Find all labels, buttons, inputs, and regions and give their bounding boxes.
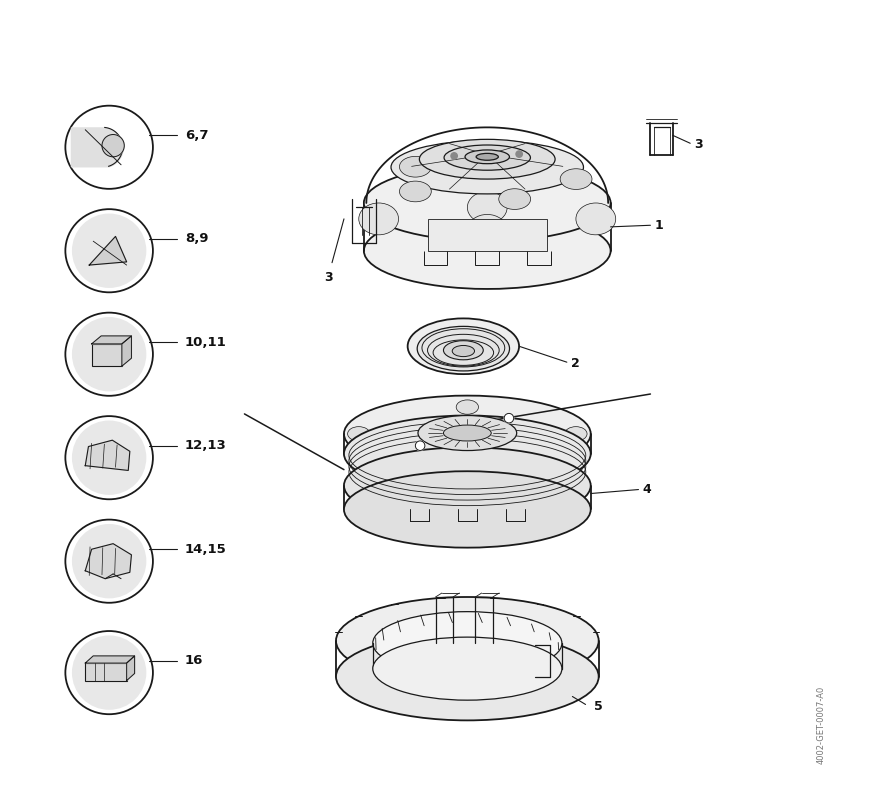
Ellipse shape [65,631,153,714]
Polygon shape [122,336,132,366]
Ellipse shape [364,213,611,289]
Polygon shape [85,656,135,663]
Ellipse shape [476,154,498,160]
Ellipse shape [468,192,507,224]
Ellipse shape [456,400,478,414]
Ellipse shape [348,427,370,441]
Ellipse shape [452,345,475,357]
Text: 3: 3 [324,271,333,283]
Polygon shape [428,219,547,251]
Circle shape [102,135,125,157]
Ellipse shape [465,150,510,164]
Ellipse shape [72,213,146,288]
Polygon shape [126,656,135,681]
Ellipse shape [560,169,592,189]
Ellipse shape [336,597,598,685]
Polygon shape [89,236,126,265]
Ellipse shape [65,520,153,603]
Ellipse shape [65,209,153,292]
Ellipse shape [65,106,153,189]
Ellipse shape [443,341,483,360]
Ellipse shape [443,425,491,441]
Polygon shape [85,544,132,579]
Ellipse shape [408,318,519,374]
Text: 5: 5 [593,700,602,713]
Ellipse shape [72,317,146,392]
Circle shape [451,153,457,159]
Ellipse shape [391,140,584,194]
Ellipse shape [400,181,431,202]
Ellipse shape [72,420,146,495]
FancyBboxPatch shape [91,344,122,366]
Ellipse shape [373,611,562,675]
Polygon shape [91,336,132,344]
Text: 1: 1 [654,219,663,232]
Ellipse shape [576,203,616,235]
Ellipse shape [564,427,587,441]
Ellipse shape [65,313,153,396]
Ellipse shape [456,454,478,468]
Ellipse shape [499,149,530,170]
Ellipse shape [72,635,146,710]
FancyBboxPatch shape [85,663,126,681]
Ellipse shape [344,447,591,524]
Text: 4: 4 [643,483,652,496]
Ellipse shape [65,416,153,499]
Ellipse shape [373,637,562,700]
Ellipse shape [364,165,611,241]
Circle shape [504,413,514,423]
Ellipse shape [468,214,507,246]
Ellipse shape [359,203,399,235]
Ellipse shape [419,139,555,179]
Text: 4002-GET-0007-A0: 4002-GET-0007-A0 [817,686,826,764]
Ellipse shape [417,326,510,371]
Ellipse shape [499,189,530,209]
Ellipse shape [72,524,146,599]
Polygon shape [85,440,130,470]
Ellipse shape [336,633,598,720]
Text: 12,13: 12,13 [185,439,226,452]
Text: 2: 2 [571,357,579,370]
Text: 6,7: 6,7 [185,129,208,142]
Circle shape [415,441,425,451]
Text: 16: 16 [185,654,203,667]
Ellipse shape [344,416,591,492]
Circle shape [516,151,523,158]
Ellipse shape [344,396,591,472]
Text: 10,11: 10,11 [185,336,226,349]
Ellipse shape [418,416,517,451]
Ellipse shape [444,145,530,170]
Text: 8,9: 8,9 [185,232,208,245]
Ellipse shape [400,156,431,177]
Ellipse shape [344,471,591,548]
Text: 3: 3 [694,139,703,151]
Text: 14,15: 14,15 [185,543,226,556]
